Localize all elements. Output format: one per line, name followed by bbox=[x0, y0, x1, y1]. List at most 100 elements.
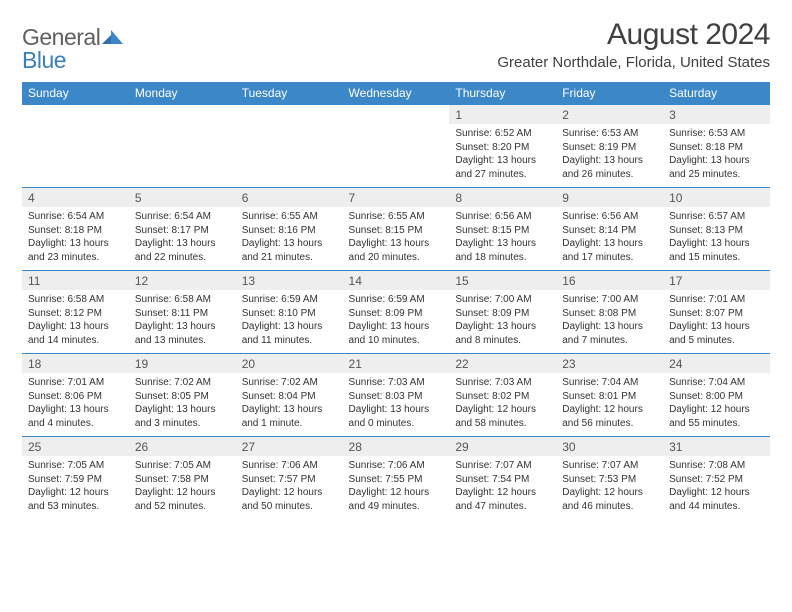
day-details-cell: Sunrise: 7:04 AMSunset: 8:00 PMDaylight:… bbox=[663, 373, 770, 437]
location: Greater Northdale, Florida, United State… bbox=[497, 54, 770, 71]
sunrise-line: Sunrise: 7:03 AM bbox=[455, 376, 550, 390]
sunset-line: Sunset: 7:52 PM bbox=[669, 473, 764, 487]
day-details-cell: Sunrise: 7:07 AMSunset: 7:54 PMDaylight:… bbox=[449, 456, 556, 519]
day-details-cell: Sunrise: 7:05 AMSunset: 7:59 PMDaylight:… bbox=[22, 456, 129, 519]
sunset-line: Sunset: 8:02 PM bbox=[455, 390, 550, 404]
day-number-cell: 26 bbox=[129, 437, 236, 457]
sunrise-line: Sunrise: 6:55 AM bbox=[242, 210, 337, 224]
day-number-cell: 30 bbox=[556, 437, 663, 457]
day-details-cell: Sunrise: 6:53 AMSunset: 8:18 PMDaylight:… bbox=[663, 124, 770, 188]
sunset-line: Sunset: 7:55 PM bbox=[349, 473, 444, 487]
weekday-header: Saturday bbox=[663, 82, 770, 105]
daylight-line: Daylight: 12 hours and 47 minutes. bbox=[455, 486, 550, 513]
day-details-cell: Sunrise: 6:58 AMSunset: 8:11 PMDaylight:… bbox=[129, 290, 236, 354]
calendar-table: SundayMondayTuesdayWednesdayThursdayFrid… bbox=[22, 82, 770, 519]
day-number-cell: 12 bbox=[129, 271, 236, 291]
sunrise-line: Sunrise: 7:03 AM bbox=[349, 376, 444, 390]
day-details-cell: Sunrise: 7:00 AMSunset: 8:09 PMDaylight:… bbox=[449, 290, 556, 354]
weekday-header: Monday bbox=[129, 82, 236, 105]
day-number-cell: 16 bbox=[556, 271, 663, 291]
logo: GeneralBlue bbox=[22, 18, 124, 74]
sunrise-line: Sunrise: 7:04 AM bbox=[562, 376, 657, 390]
day-number-cell: 14 bbox=[343, 271, 450, 291]
sunset-line: Sunset: 8:09 PM bbox=[349, 307, 444, 321]
day-details-cell: Sunrise: 7:02 AMSunset: 8:04 PMDaylight:… bbox=[236, 373, 343, 437]
sunrise-line: Sunrise: 6:52 AM bbox=[455, 127, 550, 141]
daylight-line: Daylight: 13 hours and 5 minutes. bbox=[669, 320, 764, 347]
day-details-cell: Sunrise: 6:55 AMSunset: 8:16 PMDaylight:… bbox=[236, 207, 343, 271]
sunset-line: Sunset: 8:20 PM bbox=[455, 141, 550, 155]
sunrise-line: Sunrise: 6:58 AM bbox=[28, 293, 123, 307]
day-details-cell: Sunrise: 6:56 AMSunset: 8:14 PMDaylight:… bbox=[556, 207, 663, 271]
day-details-cell bbox=[129, 124, 236, 188]
daylight-line: Daylight: 13 hours and 4 minutes. bbox=[28, 403, 123, 430]
day-number-cell: 27 bbox=[236, 437, 343, 457]
sunrise-line: Sunrise: 7:06 AM bbox=[349, 459, 444, 473]
details-row: Sunrise: 6:58 AMSunset: 8:12 PM Daylight:… bbox=[22, 290, 770, 354]
sunrise-line: Sunrise: 7:07 AM bbox=[455, 459, 550, 473]
day-details-cell: Sunrise: 7:04 AMSunset: 8:01 PMDaylight:… bbox=[556, 373, 663, 437]
sunset-line: Sunset: 8:12 PM bbox=[28, 307, 123, 321]
daylight-line: Daylight: 13 hours and 8 minutes. bbox=[455, 320, 550, 347]
day-details-cell: Sunrise: 7:06 AMSunset: 7:55 PMDaylight:… bbox=[343, 456, 450, 519]
logo-text-blue: Blue bbox=[22, 47, 124, 74]
sunrise-line: Sunrise: 6:56 AM bbox=[562, 210, 657, 224]
day-number-cell: 11 bbox=[22, 271, 129, 291]
sunrise-line: Sunrise: 7:05 AM bbox=[135, 459, 230, 473]
sunrise-line: Sunrise: 7:02 AM bbox=[135, 376, 230, 390]
day-number-cell bbox=[236, 105, 343, 125]
sunset-line: Sunset: 8:11 PM bbox=[135, 307, 230, 321]
sunrise-line: Sunrise: 7:05 AM bbox=[28, 459, 123, 473]
day-details-cell: Sunrise: 7:03 AMSunset: 8:02 PMDaylight:… bbox=[449, 373, 556, 437]
day-details-cell bbox=[236, 124, 343, 188]
daylight-line: Daylight: 13 hours and 23 minutes. bbox=[28, 237, 123, 264]
daylight-line: Daylight: 12 hours and 56 minutes. bbox=[562, 403, 657, 430]
day-number-cell: 24 bbox=[663, 354, 770, 374]
sunset-line: Sunset: 8:13 PM bbox=[669, 224, 764, 238]
day-number-cell: 10 bbox=[663, 188, 770, 208]
sunrise-line: Sunrise: 7:06 AM bbox=[242, 459, 337, 473]
sunset-line: Sunset: 8:04 PM bbox=[242, 390, 337, 404]
daylight-line: Daylight: 12 hours and 49 minutes. bbox=[349, 486, 444, 513]
daylight-line: Daylight: 13 hours and 18 minutes. bbox=[455, 237, 550, 264]
day-number-cell: 31 bbox=[663, 437, 770, 457]
day-number-cell: 21 bbox=[343, 354, 450, 374]
day-details-cell: Sunrise: 7:02 AMSunset: 8:05 PMDaylight:… bbox=[129, 373, 236, 437]
day-number-cell: 8 bbox=[449, 188, 556, 208]
daylight-line: Daylight: 12 hours and 46 minutes. bbox=[562, 486, 657, 513]
day-details-cell: Sunrise: 7:08 AMSunset: 7:52 PMDaylight:… bbox=[663, 456, 770, 519]
day-details-cell: Sunrise: 7:05 AMSunset: 7:58 PMDaylight:… bbox=[129, 456, 236, 519]
sunrise-line: Sunrise: 7:02 AM bbox=[242, 376, 337, 390]
day-number-cell: 19 bbox=[129, 354, 236, 374]
logo-mark-icon bbox=[102, 24, 124, 50]
sunset-line: Sunset: 8:10 PM bbox=[242, 307, 337, 321]
day-number-cell: 7 bbox=[343, 188, 450, 208]
sunset-line: Sunset: 8:07 PM bbox=[669, 307, 764, 321]
sunset-line: Sunset: 8:00 PM bbox=[669, 390, 764, 404]
day-number-cell bbox=[343, 105, 450, 125]
calendar-body: 123Sunrise: 6:52 AMSunset: 8:20 PMDaylig… bbox=[22, 105, 770, 520]
day-details-cell: Sunrise: 7:01 AMSunset: 8:07 PMDaylight:… bbox=[663, 290, 770, 354]
daylight-line: Daylight: 12 hours and 44 minutes. bbox=[669, 486, 764, 513]
month-title: August 2024 bbox=[497, 18, 770, 52]
weekday-header: Thursday bbox=[449, 82, 556, 105]
day-details-cell: Sunrise: 6:59 AMSunset: 8:10 PMDaylight:… bbox=[236, 290, 343, 354]
sunset-line: Sunset: 8:14 PM bbox=[562, 224, 657, 238]
day-number-cell: 18 bbox=[22, 354, 129, 374]
daylight-line: Daylight: 13 hours and 26 minutes. bbox=[562, 154, 657, 181]
sunset-line: Sunset: 8:03 PM bbox=[349, 390, 444, 404]
sunset-line: Sunset: 8:17 PM bbox=[135, 224, 230, 238]
sunrise-line: Sunrise: 7:08 AM bbox=[669, 459, 764, 473]
sunrise-line: Sunrise: 7:07 AM bbox=[562, 459, 657, 473]
daynum-row: 25262728293031 bbox=[22, 437, 770, 457]
sunrise-line: Sunrise: 7:01 AM bbox=[28, 376, 123, 390]
sunrise-line: Sunrise: 6:54 AM bbox=[135, 210, 230, 224]
sunset-line: Sunset: 8:01 PM bbox=[562, 390, 657, 404]
daylight-line: Daylight: 13 hours and 22 minutes. bbox=[135, 237, 230, 264]
daylight-line: Daylight: 13 hours and 0 minutes. bbox=[349, 403, 444, 430]
day-number-cell bbox=[129, 105, 236, 125]
sunset-line: Sunset: 8:05 PM bbox=[135, 390, 230, 404]
day-details-cell: Sunrise: 7:01 AMSunset: 8:06 PMDaylight:… bbox=[22, 373, 129, 437]
daylight-line: Daylight: 13 hours and 3 minutes. bbox=[135, 403, 230, 430]
sunset-line: Sunset: 7:57 PM bbox=[242, 473, 337, 487]
